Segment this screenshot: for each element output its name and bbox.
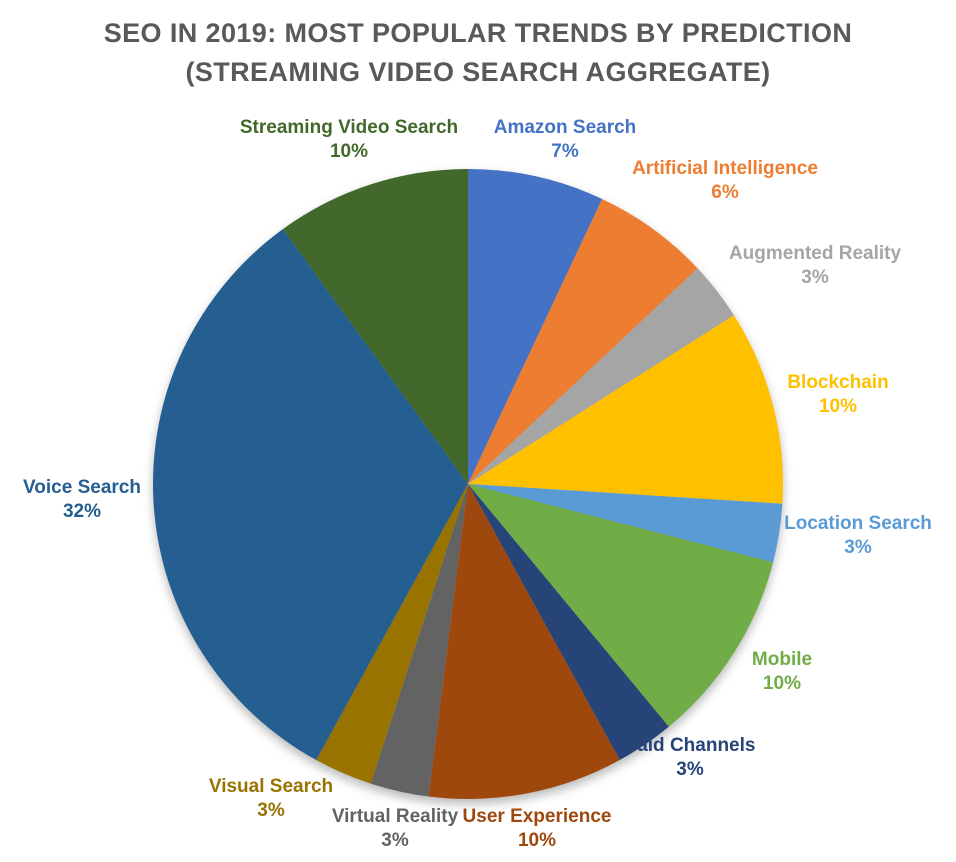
- slice-label-name: Streaming Video Search: [239, 117, 459, 138]
- slice-label-value: 6%: [711, 182, 739, 203]
- slice-label-name: Mobile: [751, 649, 813, 670]
- slice-label-name: Blockchain: [787, 372, 889, 393]
- pie-slice-location-search: [468, 484, 783, 563]
- chart-title-line2: (STREAMING VIDEO SEARCH AGGREGATE): [185, 57, 771, 87]
- slice-label-value: 10%: [517, 830, 557, 851]
- slice-label-virtual-reality: Virtual Reality 3%: [332, 805, 458, 853]
- pie-slice-virtual-reality: [370, 484, 468, 797]
- pie-slices-group: [153, 169, 784, 800]
- slice-label-mobile: Mobile 10%: [752, 648, 812, 696]
- slice-label-value: 7%: [551, 141, 579, 162]
- slice-label-value: 10%: [818, 396, 858, 417]
- slice-label-value: 3%: [801, 267, 829, 288]
- slice-label-name: Amazon Search: [493, 117, 637, 138]
- slice-label-name: Virtual Reality: [331, 806, 459, 827]
- pie-slice-streaming-video-search: [282, 169, 468, 484]
- slice-label-name: Location Search: [784, 513, 932, 534]
- slice-label-visual-search: Visual Search 3%: [209, 775, 333, 823]
- pie-slice-artificial-intelligence: [468, 198, 698, 485]
- slice-label-artificial-intelligence: Artificial Intelligence 6%: [632, 157, 818, 205]
- slice-label-value: 10%: [329, 141, 369, 162]
- chart-title-line1: SEO IN 2019: MOST POPULAR TRENDS BY PRED…: [103, 18, 853, 48]
- slice-label-name: Visual Search: [208, 776, 334, 797]
- pie-slice-paid-channels: [468, 484, 669, 761]
- slice-label-user-experience: User Experience 10%: [463, 805, 612, 853]
- slice-label-value: 3%: [381, 830, 409, 851]
- slice-label-name: User Experience: [462, 806, 612, 827]
- slice-label-value: 10%: [762, 673, 802, 694]
- pie-slice-mobile: [468, 484, 774, 727]
- slice-label-name: Artificial Intelligence: [632, 158, 818, 179]
- slice-label-augmented-reality: Augmented Reality 3%: [729, 242, 901, 290]
- slice-label-value: 3%: [844, 537, 872, 558]
- slice-label-streaming-video-search: Streaming Video Search 10%: [240, 116, 458, 164]
- pie-slice-visual-search: [316, 484, 468, 784]
- chart-title: SEO IN 2019: MOST POPULAR TRENDS BY PRED…: [0, 14, 956, 92]
- slice-label-name: Augmented Reality: [728, 243, 902, 264]
- slice-label-name: Voice Search: [23, 477, 141, 498]
- pie-slice-blockchain: [468, 315, 784, 504]
- slice-label-location-search: Location Search 3%: [784, 512, 932, 560]
- pie-slice-voice-search: [153, 229, 468, 761]
- pie-slice-user-experience: [428, 484, 620, 800]
- slice-label-value: 32%: [62, 501, 102, 522]
- pie-slice-augmented-reality: [468, 268, 734, 484]
- slice-label-name: Paid Channels: [624, 735, 756, 756]
- slice-label-value: 3%: [257, 800, 285, 821]
- pie-slice-amazon-search: [468, 169, 603, 484]
- slice-label-voice-search: Voice Search 32%: [23, 476, 141, 524]
- slice-label-paid-channels: Paid Channels 3%: [625, 734, 756, 782]
- slice-label-blockchain: Blockchain 10%: [787, 371, 888, 419]
- slice-label-amazon-search: Amazon Search 7%: [494, 116, 637, 164]
- slice-label-value: 3%: [676, 759, 704, 780]
